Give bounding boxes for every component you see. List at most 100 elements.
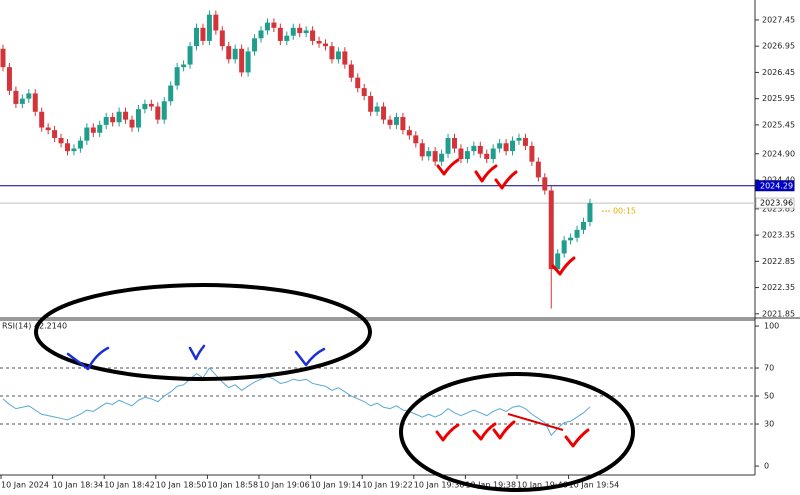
candle-body [574, 229, 580, 238]
candle-body [219, 30, 225, 47]
candle-body [213, 14, 219, 31]
candle-body [587, 203, 593, 222]
candle-body [348, 64, 354, 78]
candle-body [413, 135, 419, 144]
candle-body [568, 237, 574, 241]
candle-body [0, 48, 6, 68]
candle-body [310, 30, 316, 41]
annotation-check [494, 170, 518, 190]
candle-body [194, 27, 199, 47]
x-tick-label: 10 Jan 18:50 [156, 481, 207, 490]
candle-body [245, 51, 251, 73]
candle-body [116, 111, 122, 123]
candle-body [110, 117, 116, 123]
timer: 00:15 [613, 207, 636, 216]
candle-body [52, 130, 58, 139]
candle-body [497, 143, 503, 149]
x-tick-label: 10 Jan 18:58 [207, 481, 258, 490]
candle-body [77, 140, 83, 149]
candle-body [271, 22, 277, 28]
candle-body [542, 177, 548, 191]
annotation-check [551, 256, 576, 276]
candle-body [316, 40, 322, 44]
candle-body [393, 117, 399, 125]
y-tick-label: 2025.95 [762, 94, 795, 103]
x-tick-label: 10 Jan 19:38 [465, 481, 516, 490]
candle-body [264, 22, 270, 31]
price-label: 2024.29 [760, 181, 793, 190]
candle-body [445, 138, 451, 154]
y-tick-label: 2025.45 [762, 120, 795, 129]
annotation-divergence-line [507, 413, 564, 431]
candle-body [187, 46, 193, 65]
candle-body [342, 51, 348, 65]
candle-body [581, 221, 586, 230]
candle-body [419, 143, 425, 157]
candle-body [503, 143, 509, 152]
candle-body [6, 67, 12, 91]
candle-body [484, 153, 490, 159]
candle-body [277, 27, 283, 41]
annotation-check [564, 428, 590, 448]
y-tick-label: 100 [764, 322, 779, 331]
candle-body [206, 14, 212, 41]
y-tick-label: 2023.85 [762, 204, 795, 213]
candle-body [426, 151, 432, 157]
x-tick-label: 10 Jan 2024 [1, 481, 49, 490]
candle-body [329, 46, 335, 60]
y-tick-label: 2021.85 [762, 309, 795, 318]
candle-body [471, 145, 477, 152]
y-tick-label: 2026.95 [762, 42, 795, 51]
candle-body [174, 67, 180, 86]
annotation-check [474, 164, 498, 183]
x-tick-label: 10 Jan 18:34 [53, 481, 104, 490]
candle-body [555, 253, 561, 270]
candle-body [200, 27, 206, 41]
candle-body [361, 88, 367, 97]
candle-body [335, 51, 341, 60]
y-tick-label: 50 [764, 392, 774, 401]
candle-body [103, 117, 109, 125]
candle-body [84, 127, 90, 141]
candle-body [303, 30, 309, 34]
candle-body [400, 117, 406, 131]
candle-body [239, 48, 245, 73]
y-tick-label: 70 [764, 364, 774, 373]
candle-body [226, 46, 232, 60]
y-tick-label: 30 [764, 420, 774, 429]
annotation-check [435, 423, 460, 442]
candle-body [477, 145, 483, 154]
candle-body [97, 124, 103, 133]
candle-body [522, 138, 528, 146]
candle-body [13, 90, 19, 104]
x-tick-label: 10 Jan 19:22 [362, 481, 413, 490]
candle-body [381, 106, 387, 120]
y-tick-label: 2027.45 [762, 15, 795, 24]
candle-body [452, 138, 457, 149]
candle-body [161, 101, 167, 120]
price-label-box [755, 197, 795, 209]
plot-layer: 2027.45 2026.95 2026.45 2025.95 2025.45 2024.… [0, 10, 795, 490]
y-tick-label: 2023.35 [762, 231, 795, 240]
candle-body [135, 109, 141, 128]
candle-body [374, 106, 380, 112]
x-tick-label: 10 Jan 19:54 [569, 481, 620, 490]
candle-body [368, 96, 374, 112]
candle-body [510, 140, 516, 152]
candle-body [26, 93, 32, 99]
candle-body [561, 240, 567, 254]
candle-body [232, 48, 238, 60]
x-tick-label: 10 Jan 19:06 [259, 481, 310, 490]
candle-body [529, 145, 535, 162]
candle-body [548, 190, 554, 270]
candle-body [129, 119, 135, 128]
y-tick-label: 2026.45 [762, 68, 795, 77]
annotations [34, 158, 635, 492]
rsi-title: RSI(14) 42.2140 [2, 322, 67, 331]
candle-body [71, 148, 77, 152]
price-label: 2023.96 [760, 199, 793, 208]
candle-body [39, 111, 45, 128]
candle-body [123, 111, 129, 120]
candle-body [19, 98, 25, 104]
